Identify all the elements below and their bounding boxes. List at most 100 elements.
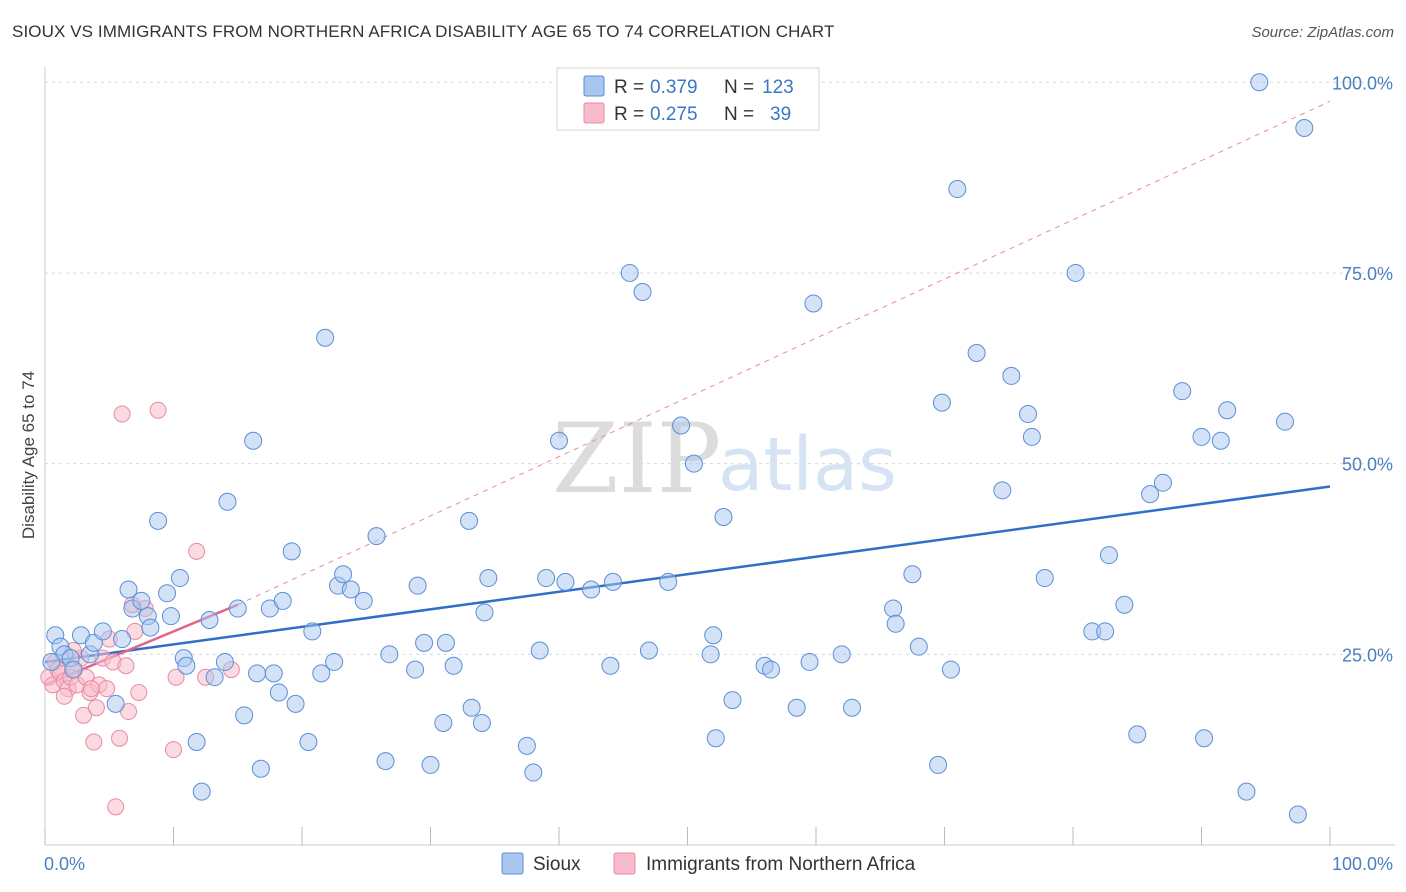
sioux-point bbox=[119, 580, 138, 599]
sioux-point bbox=[903, 565, 922, 584]
sioux-point bbox=[376, 752, 395, 771]
sioux-point bbox=[967, 344, 986, 363]
legend-sioux-swatch bbox=[583, 75, 605, 97]
sioux-point bbox=[472, 713, 491, 732]
sioux-point bbox=[269, 683, 288, 702]
sioux-point bbox=[886, 614, 905, 633]
bottom-legend: Sioux Immigrants from Northern Africa bbox=[501, 852, 916, 875]
sioux-point bbox=[1099, 546, 1118, 565]
legend-africa-r-value: 0.275 bbox=[650, 104, 698, 125]
y-tick-label: 75.0% bbox=[1342, 264, 1393, 284]
legend-sioux-r-value: 0.379 bbox=[650, 77, 698, 98]
sioux-point bbox=[170, 569, 189, 588]
sioux-point bbox=[415, 633, 434, 652]
sioux-point bbox=[701, 645, 720, 664]
sioux-point bbox=[299, 733, 318, 752]
sioux-point bbox=[282, 542, 301, 561]
africa-point bbox=[98, 680, 116, 698]
y-tick-labels: 25.0% 50.0% 75.0% 100.0% bbox=[1332, 73, 1393, 665]
africa-point bbox=[82, 680, 100, 698]
sioux-point bbox=[64, 660, 83, 679]
y-axis-label: Disability Age 65 to 74 bbox=[19, 371, 38, 539]
sioux-point bbox=[421, 755, 440, 774]
top-legend: R = 0.379 N = 123 R = 0.275 N = 39 bbox=[556, 67, 820, 131]
sioux-point bbox=[1035, 569, 1054, 588]
sioux-point bbox=[1276, 412, 1295, 431]
sioux-points bbox=[42, 73, 1314, 824]
legend-sioux-n-label: N = bbox=[724, 77, 754, 98]
y-tick-label: 25.0% bbox=[1342, 645, 1393, 665]
sioux-point bbox=[462, 698, 481, 717]
legend-africa-swatch bbox=[583, 102, 605, 124]
sioux-point bbox=[200, 610, 219, 629]
sioux-point bbox=[1115, 595, 1134, 614]
sioux-point bbox=[582, 580, 601, 599]
sioux-point bbox=[1096, 622, 1115, 641]
sioux-point bbox=[932, 393, 951, 412]
bottom-legend-africa-swatch bbox=[613, 852, 636, 875]
sioux-point bbox=[367, 527, 386, 546]
bottom-legend-sioux-label: Sioux bbox=[533, 854, 581, 875]
x-tick-label: 100.0% bbox=[1332, 854, 1393, 874]
sioux-point bbox=[444, 656, 463, 675]
sioux-point bbox=[273, 591, 292, 610]
sioux-point bbox=[1295, 119, 1314, 138]
sioux-point bbox=[762, 660, 781, 679]
sioux-point bbox=[406, 660, 425, 679]
x-tick-label: 0.0% bbox=[44, 854, 85, 874]
sioux-point bbox=[909, 637, 928, 656]
sioux-point bbox=[434, 713, 453, 732]
legend-sioux-r-label: R = bbox=[614, 77, 644, 98]
sioux-point bbox=[141, 618, 160, 637]
africa-point bbox=[130, 683, 148, 701]
sioux-point bbox=[704, 626, 723, 645]
sioux-point bbox=[475, 603, 494, 622]
sioux-point bbox=[832, 645, 851, 664]
sioux-point bbox=[479, 569, 498, 588]
sioux-trend-line bbox=[44, 485, 1331, 664]
sioux-point bbox=[1288, 805, 1307, 824]
sioux-point bbox=[1153, 473, 1172, 492]
sioux-point bbox=[1019, 405, 1038, 424]
sioux-point bbox=[550, 431, 568, 450]
bottom-legend-sioux-swatch bbox=[501, 852, 524, 875]
bottom-legend-africa-label: Immigrants from Northern Africa bbox=[646, 854, 916, 875]
sioux-point bbox=[537, 569, 556, 588]
sioux-point bbox=[941, 660, 960, 679]
chart-title: SIOUX VS IMMIGRANTS FROM NORTHERN AFRICA… bbox=[12, 22, 835, 41]
sioux-point bbox=[286, 694, 305, 713]
sioux-point bbox=[149, 511, 168, 530]
sioux-point bbox=[264, 664, 283, 683]
sioux-point bbox=[517, 736, 536, 755]
legend-sioux-n-value: 123 bbox=[762, 77, 794, 98]
sioux-point bbox=[884, 599, 903, 618]
sioux-point bbox=[303, 622, 322, 641]
sioux-point bbox=[1002, 366, 1021, 385]
sioux-point bbox=[248, 664, 267, 683]
sioux-point bbox=[325, 652, 344, 671]
sioux-point bbox=[842, 698, 861, 717]
africa-point bbox=[167, 668, 185, 686]
sioux-point bbox=[800, 652, 819, 671]
sioux-point bbox=[530, 641, 549, 660]
sioux-point bbox=[93, 622, 112, 641]
sioux-point bbox=[187, 733, 206, 752]
trend-lines bbox=[44, 100, 1331, 686]
sioux-point bbox=[1218, 401, 1237, 420]
sioux-point bbox=[706, 729, 725, 748]
sioux-point bbox=[1211, 431, 1230, 450]
sioux-point bbox=[684, 454, 703, 473]
sioux-point bbox=[235, 706, 254, 725]
sioux-point bbox=[1022, 427, 1041, 446]
africa-point bbox=[111, 729, 129, 747]
sioux-point bbox=[460, 511, 479, 530]
africa-point bbox=[188, 542, 206, 560]
sioux-point bbox=[1192, 427, 1211, 446]
africa-point bbox=[117, 657, 135, 675]
sioux-point bbox=[556, 572, 575, 591]
africa-point bbox=[85, 733, 103, 751]
watermark-atlas: atlas bbox=[718, 422, 897, 508]
grid-lines bbox=[45, 81, 1395, 655]
sioux-point bbox=[316, 328, 335, 347]
